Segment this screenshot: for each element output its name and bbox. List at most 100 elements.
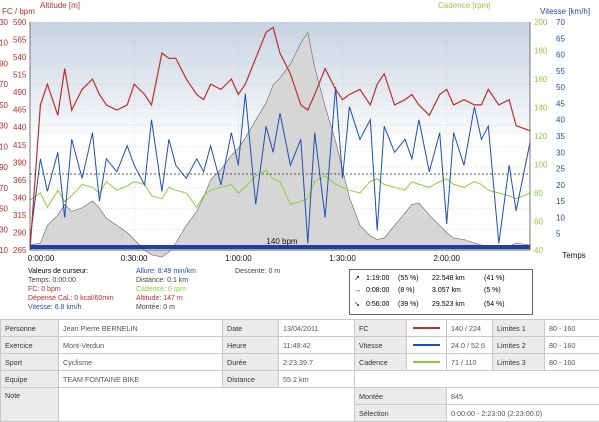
sport-label: Sport [1,354,59,371]
cadence-label: Cadence [355,354,407,371]
cursor-descent: Descente: 0 m [235,267,280,276]
altitude-tick-label: 365 [13,176,27,185]
altitude-tick-label: 390 [13,158,27,167]
altitude-tick-label: 540 [13,53,27,62]
time-tick-label: 1:00:00 [225,254,252,263]
time-axis-title: Temps [562,251,586,260]
limits2-label: Limites 2 [493,337,545,354]
hr-tick-label: 90 [0,163,9,172]
speed-tick-label: 65 [556,34,565,43]
slope-summary-box: ↗1:19:00(55 %)22.548 km(41 %) →0:08:00(8… [349,269,533,315]
cadence-tick-label: 60 [534,218,543,227]
cursor-ascent: Montée: 0 m [136,303,196,312]
cadence-tick-label: 120 [534,132,548,141]
hr-tick-label: 130 [0,122,9,131]
arrow-right-icon: → [354,287,366,294]
zone-band-stripe [30,30,530,38]
altitude-tick-label: 565 [13,36,27,45]
info-row-exercise: Exercice Mont-Verdun Heure 11:48:42 Vite… [1,337,599,354]
altitude-tick-label: 490 [13,88,27,97]
speed-label: Vitesse [355,337,407,354]
note-label: Note [1,388,59,422]
time-value: 11:48:42 [279,337,355,354]
speed-axis-title: Vitesse [km/h] [540,7,590,16]
arrow-down-right-icon: ↘ [354,300,366,308]
cadence-tick-label: 180 [534,47,548,56]
cadence-value: 71 / 110 [447,354,493,371]
hr-tick-label: 50 [0,205,9,214]
time-tick-label: 0:30:00 [121,254,148,263]
time-tick-label: 2:00:00 [433,254,460,263]
distance-label: Distance [223,371,279,388]
distance-value: 55.2 km [279,371,355,388]
speed-tick-label: 60 [556,51,565,60]
speed-tick-label: 30 [556,148,565,157]
altitude-tick-label: 340 [13,193,27,202]
speed-tick-label: 70 [556,18,565,27]
altitude-tick-label: 465 [13,106,27,115]
cadence-tick-label: 160 [534,75,548,84]
person-label: Personne [1,320,59,337]
cursor-distance: Distance: 0.1 km [136,276,196,285]
hr-tick-label: 30 [0,225,9,234]
altitude-tick-label: 265 [13,246,27,255]
duration-value: 2:23:39.7 [279,354,355,371]
cadence-tick-label: 80 [534,189,543,198]
altitude-tick-label: 440 [13,123,27,132]
cursor-values-col3: Descente: 0 m [235,267,280,276]
time-tick-label: 1:30:00 [329,254,356,263]
exercise-info-table: Personne Jean Pierre BERNELIN Date 13/04… [0,319,599,422]
altitude-tick-label: 515 [13,71,27,80]
speed-tick-label: 10 [556,213,565,222]
duration-label: Durée [223,354,279,371]
speed-tick-label: 55 [556,67,565,76]
zone-band-stripe [30,54,530,62]
altitude-tick-label: 415 [13,141,27,150]
hr-tick-label: 150 [0,101,9,110]
cadence-tick-label: 40 [534,246,543,255]
speed-tick-label: 5 [556,230,561,239]
training-chart[interactable]: 140 bpm FC / bpm Altitude [m] Cadence [r… [0,0,599,268]
altitude-tick-label: 590 [13,18,27,27]
cursor-pace: Allure: 8:49 min/km [136,267,196,276]
cursor-time: Temps: 0:00:00 [28,276,114,285]
hr-tick-label: 170 [0,80,9,89]
cadence-legend-swatch [407,354,447,371]
hr-tick-label: 210 [0,39,9,48]
person-value: Jean Pierre BERNELIN [59,320,223,337]
fc-legend-swatch [407,320,447,337]
selection-value[interactable]: 0:00:00 - 2:23:00 (2:23:00.0) [447,405,599,422]
hr-tick-label: 10 [0,246,9,255]
hr-axis-title: FC / bpm [2,7,35,16]
cursor-hr: FC: 0 bpm [28,285,114,294]
cursor-title: Valeurs de curseur: [28,267,114,276]
time-tick-label: 0:00:00 [28,254,55,263]
limits3-label: Limites 3 [493,354,545,371]
speed-tick-label: 40 [556,116,565,125]
arrow-up-right-icon: ↗ [354,274,366,282]
date-value: 13/04/2011 [279,320,355,337]
speed-tick-label: 25 [556,165,565,174]
hr-tick-label: 190 [0,59,9,68]
speed-tick-label: 20 [556,181,565,190]
note-value[interactable] [59,388,355,422]
hr-tick-label: 230 [0,18,9,27]
exercise-value: Mont-Verdun [59,337,223,354]
cadence-tick-label: 140 [534,104,548,113]
cadence-axis-title: Cadence [rpm] [438,1,490,10]
empty-cell [355,371,599,388]
limits2-value: 80 - 160 [545,337,599,354]
time-label: Heure [223,337,279,354]
fc-value: 140 / 224 [447,320,493,337]
cadence-tick-label: 200 [534,18,548,27]
hr-marker-label: 140 bpm [266,237,297,246]
info-row-team: Equipe TEAM FONTAINE BIKE Distance 55.2 … [1,371,599,388]
speed-tick-label: 45 [556,99,565,108]
selection-label: Sélection [355,405,447,422]
zone-band-stripe [30,70,530,78]
ascent-label: Montée [355,388,447,405]
team-value: TEAM FONTAINE BIKE [59,371,223,388]
hr-tick-label: 110 [0,142,9,151]
cursor-values-col1: Valeurs de curseur: Temps: 0:00:00 FC: 0… [28,267,114,312]
cursor-values-col2: Allure: 8:49 min/km Distance: 0.1 km Cad… [136,267,196,312]
